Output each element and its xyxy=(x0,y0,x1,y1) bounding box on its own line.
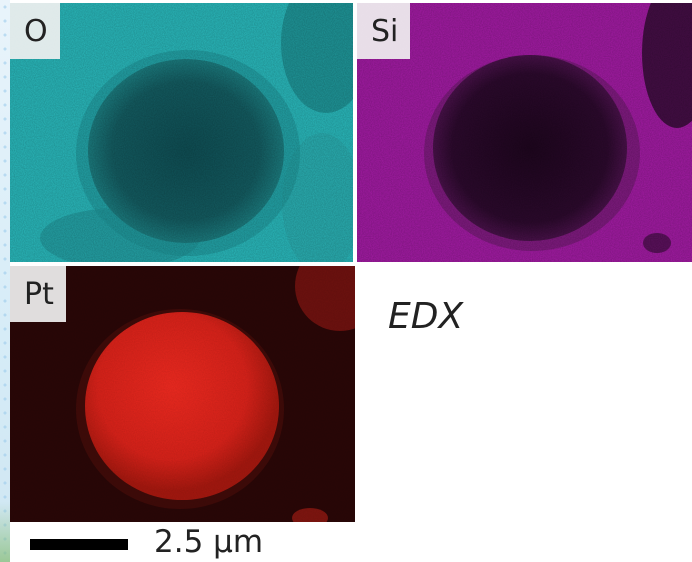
panel-label-pt: Pt xyxy=(10,266,66,322)
scale-bar-label: 2.5 µm xyxy=(154,524,264,560)
silicon-map-panel: Si xyxy=(357,3,692,262)
panel-label-o: O xyxy=(10,3,60,59)
background-strip xyxy=(0,0,10,562)
oxygen-map-image xyxy=(10,3,353,262)
scale-bar xyxy=(30,539,128,550)
silicon-map-image xyxy=(357,3,692,262)
platinum-map-image xyxy=(10,266,355,522)
panel-label-si: Si xyxy=(357,3,411,59)
oxygen-map-panel: O xyxy=(10,3,353,262)
technique-label: EDX xyxy=(388,296,464,337)
background-foliage xyxy=(0,502,10,562)
platinum-map-panel: Pt xyxy=(10,266,355,522)
